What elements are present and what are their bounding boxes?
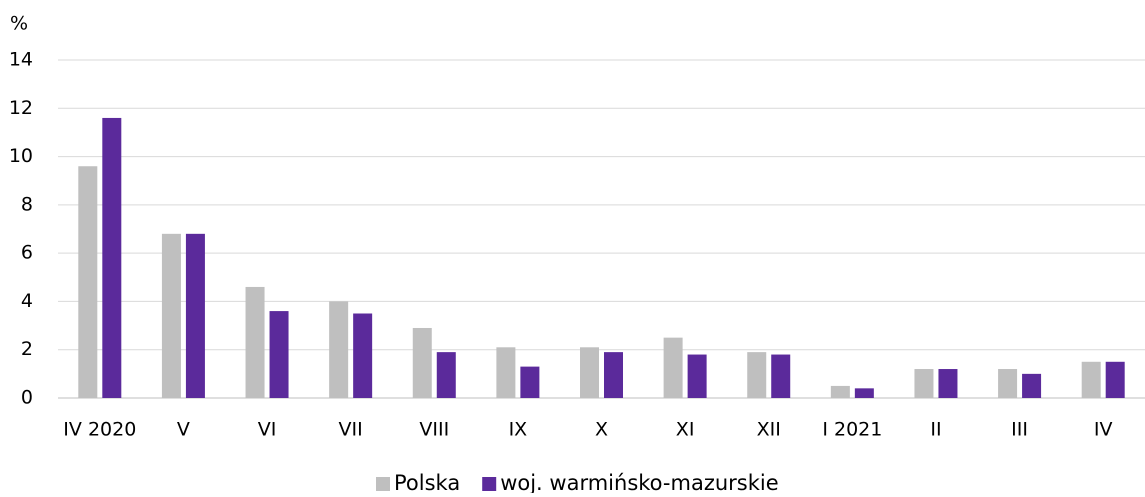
x-tick-label: XI bbox=[676, 419, 695, 441]
bar bbox=[830, 385, 850, 398]
bar bbox=[185, 233, 205, 398]
y-tick-label: 8 bbox=[21, 193, 33, 215]
x-tick-label: XII bbox=[757, 419, 781, 441]
x-tick-label: VIII bbox=[419, 419, 449, 441]
legend-label: Polska bbox=[394, 471, 460, 493]
legend-swatch bbox=[376, 477, 390, 491]
bar bbox=[914, 369, 934, 398]
x-tick-label: IV 2020 bbox=[63, 419, 136, 441]
y-tick-label: 6 bbox=[21, 242, 33, 264]
bar bbox=[496, 347, 516, 398]
legend-label: woj. warmińsko-mazurskie bbox=[500, 471, 778, 493]
bar bbox=[771, 354, 791, 398]
bar bbox=[102, 117, 122, 398]
x-tick-label: VII bbox=[339, 419, 363, 441]
y-tick-label: 0 bbox=[21, 387, 33, 409]
x-tick-label: IV bbox=[1094, 419, 1113, 441]
bar bbox=[747, 352, 767, 398]
x-tick-label: X bbox=[595, 419, 608, 441]
bar bbox=[580, 347, 599, 398]
x-tick-label: I 2021 bbox=[822, 419, 882, 441]
x-tick-label: III bbox=[1011, 419, 1028, 441]
bar bbox=[245, 286, 265, 398]
x-tick-label: IX bbox=[509, 419, 528, 441]
x-tick-label: V bbox=[177, 419, 190, 441]
bar bbox=[78, 166, 98, 398]
x-tick-label: II bbox=[930, 419, 941, 441]
bar bbox=[663, 337, 683, 398]
bar bbox=[329, 301, 349, 398]
y-tick-label: 2 bbox=[21, 338, 33, 360]
y-tick-label: 10 bbox=[9, 145, 33, 167]
y-axis-label: % bbox=[10, 13, 28, 35]
bar bbox=[1022, 373, 1042, 398]
bar bbox=[998, 369, 1018, 398]
bar bbox=[412, 327, 432, 398]
bar bbox=[353, 313, 373, 398]
x-tick-label: VI bbox=[258, 419, 277, 441]
bar bbox=[854, 388, 874, 398]
y-tick-label: 12 bbox=[9, 97, 33, 119]
bar bbox=[687, 354, 707, 398]
bar bbox=[269, 311, 289, 398]
bar bbox=[520, 366, 540, 398]
bar bbox=[161, 233, 181, 398]
bar bbox=[604, 352, 623, 398]
y-tick-label: 14 bbox=[9, 49, 33, 71]
bar bbox=[938, 369, 958, 398]
y-tick-label: 4 bbox=[21, 290, 33, 312]
bar bbox=[1081, 361, 1101, 398]
legend-swatch bbox=[482, 477, 497, 491]
bar bbox=[1105, 361, 1125, 398]
bar bbox=[436, 352, 456, 398]
